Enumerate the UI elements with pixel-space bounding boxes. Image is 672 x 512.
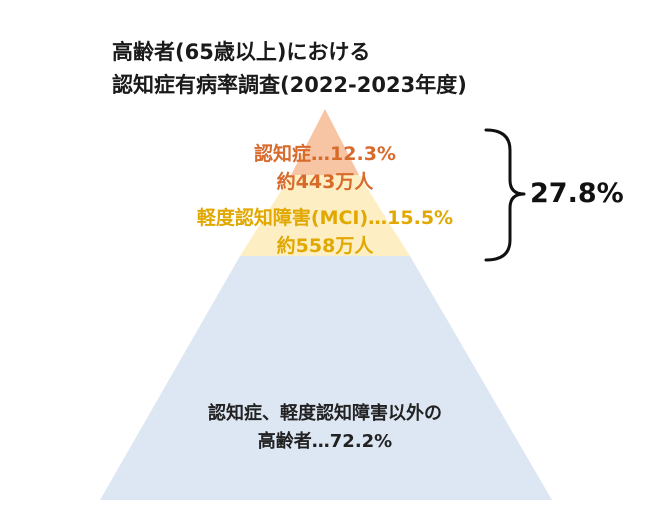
mci-percent-text: 軽度認知障害(MCI)…15.5% (196, 207, 454, 229)
pyramid-tier-dementia (291, 109, 359, 175)
other-desc-text: 認知症、軽度認知障害以外の (208, 403, 442, 424)
other-percent-text: 高齢者…72.2% (257, 431, 393, 452)
dementia-percent-text: 認知症…12.3% (254, 143, 396, 165)
title-line-2: 認知症有病率調査(2022-2023年度) (112, 73, 467, 97)
other-label: 認知症、軽度認知障害以外の 高齢者…72.2% (125, 400, 525, 456)
mci-label: 軽度認知障害(MCI)…15.5% 約558万人 (140, 204, 510, 260)
pyramid-tier-other (100, 256, 552, 500)
title-line-1: 高齢者(65歳以上)における (112, 40, 371, 64)
pyramid-tier-mci (240, 175, 410, 256)
dementia-count-text: 約443万人 (276, 171, 374, 193)
total-percent: 27.8% (530, 178, 624, 209)
curly-brace (484, 128, 526, 262)
page-title: 高齢者(65歳以上)における 認知症有病率調査(2022-2023年度) (112, 36, 467, 102)
dementia-label: 認知症…12.3% 約443万人 (200, 140, 450, 196)
mci-count-text: 約558万人 (276, 235, 374, 257)
